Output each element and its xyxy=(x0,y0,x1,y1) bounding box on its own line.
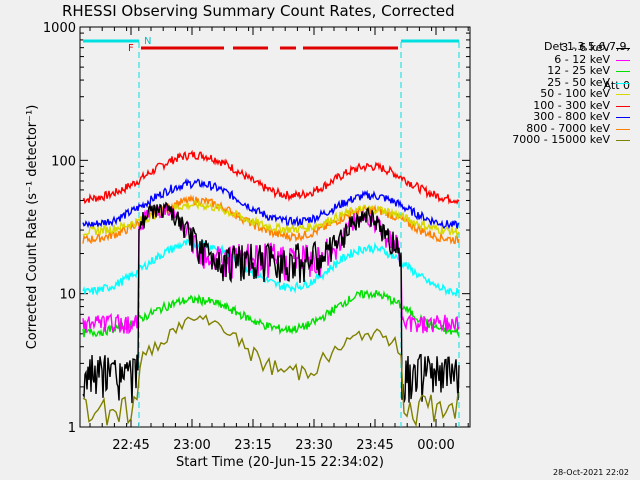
legend-swatch xyxy=(616,105,630,107)
legend-swatch xyxy=(616,48,630,49)
legend-entry: 25 - 50 keV xyxy=(547,75,610,89)
legend-entry: 6 - 12 keV xyxy=(554,52,610,66)
legend-entry: 12 - 25 keV xyxy=(547,64,610,77)
x-tick-label: 00:00 xyxy=(417,438,454,453)
legend-swatch xyxy=(616,82,630,84)
legend-swatch xyxy=(616,140,630,141)
legend-entry: 3 - 6 keV xyxy=(561,41,610,54)
series-line xyxy=(82,314,459,428)
flare-flag-label: F xyxy=(128,43,134,54)
legend-swatch xyxy=(616,94,630,95)
legend-entry: 100 - 300 keV xyxy=(533,98,610,112)
legend-swatch xyxy=(616,71,630,72)
series-line xyxy=(82,199,460,239)
series-line xyxy=(82,204,460,335)
legend-entry: 300 - 800 keV xyxy=(533,110,610,123)
x-axis-label: Start Time (20-Jun-15 22:34:02) xyxy=(176,455,384,470)
plot-frame xyxy=(79,26,471,428)
legend-swatch xyxy=(616,128,630,130)
legend-entry: 50 - 100 keV xyxy=(540,87,610,100)
y-tick-label: 100 xyxy=(51,154,76,169)
x-tick-label: 22:45 xyxy=(112,438,149,453)
series-line xyxy=(82,149,460,205)
x-tick-label: 23:00 xyxy=(173,438,210,453)
y-axis-label: Corrected Count Rate (s⁻¹ detector⁻¹) xyxy=(25,105,40,350)
series-line xyxy=(82,238,460,297)
legend-header: Det 1,3,5,6,7,9, Att 0 xyxy=(544,14,630,118)
legend-entry: 7000 - 15000 keV xyxy=(512,133,610,146)
y-tick-label: 10 xyxy=(59,288,76,303)
y-tick-label: 1 xyxy=(68,421,76,436)
x-tick-label: 23:30 xyxy=(295,438,332,453)
series-line xyxy=(82,201,460,404)
y-tick-label: 1000 xyxy=(43,21,76,36)
x-tick-label: 23:45 xyxy=(356,438,393,453)
series-line xyxy=(82,289,460,338)
legend-header-line-1: Det 1,3,5,6,7,9, xyxy=(543,40,630,53)
timestamp: 28-Oct-2021 22:02 xyxy=(553,468,629,477)
legend-swatch xyxy=(616,117,630,118)
legend-entry: 800 - 7000 keV xyxy=(526,121,610,135)
x-tick-label: 23:15 xyxy=(234,438,271,453)
chart-title: RHESSI Observing Summary Count Rates, Co… xyxy=(62,2,455,20)
legend-swatch xyxy=(616,59,630,61)
night-flag-label: N xyxy=(144,36,151,47)
legend-header-line-2: Att 0 xyxy=(603,79,630,92)
series-line xyxy=(82,178,460,230)
